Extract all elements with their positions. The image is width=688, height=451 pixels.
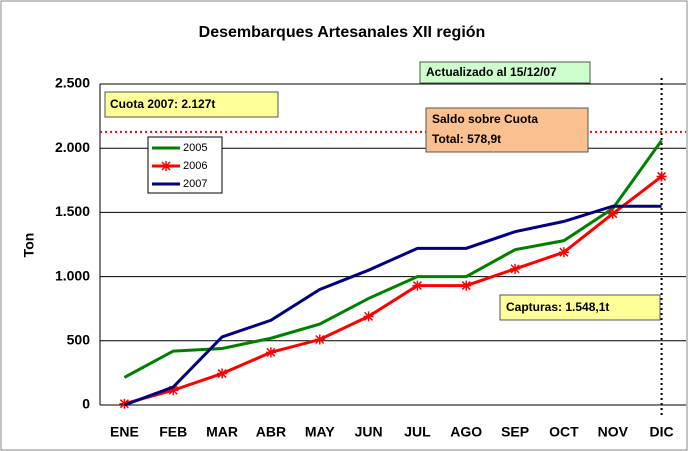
x-tick-label: JUN [355, 424, 383, 440]
y-tick-label: 2.500 [55, 75, 90, 91]
x-tick-label: ABR [256, 424, 286, 440]
point-marker [412, 280, 423, 291]
point-marker [265, 347, 276, 358]
y-tick-label: 2.000 [55, 139, 90, 155]
y-tick-label: 1.500 [55, 203, 90, 219]
point-marker [168, 385, 179, 396]
x-tick-label: ENE [110, 424, 139, 440]
x-tick-label: MAR [206, 424, 238, 440]
point-marker [314, 334, 325, 345]
annotation: Cuota 2007: 2.127t [110, 97, 215, 111]
annotation: Capturas: 1.548,1t [506, 300, 609, 314]
x-tick-label: DIC [650, 424, 674, 440]
point-marker [656, 171, 667, 182]
x-tick-label: MAY [305, 424, 335, 440]
x-tick-label: FEB [159, 424, 187, 440]
annotation: Actualizado al 15/12/07 [426, 65, 557, 79]
legend-label: 2007 [183, 178, 207, 190]
y-tick-label: 500 [67, 332, 91, 348]
annotation-box [499, 294, 661, 321]
legend-marker [161, 161, 171, 171]
point-marker [510, 263, 521, 274]
y-axis-label: Ton [21, 233, 37, 258]
annotations: Actualizado al 15/12/07 Cuota 2007: 2.12… [104, 61, 661, 321]
annotation-box [419, 61, 591, 84]
x-tick-label: NOV [598, 424, 629, 440]
point-marker [607, 208, 618, 219]
y-tick-label: 0 [82, 396, 90, 412]
annotation-box [104, 91, 279, 118]
point-marker [558, 247, 569, 258]
x-tick-label: OCT [549, 424, 579, 440]
y-tick-label: 1.000 [55, 267, 90, 283]
legend: 2005 2006 2007 [147, 136, 223, 194]
point-marker [217, 368, 228, 379]
chart-title: Desembarques Artesanales XII región [199, 24, 486, 41]
series-line [123, 139, 663, 379]
annotation-box [425, 107, 589, 153]
legend-label: 2006 [183, 160, 207, 172]
x-tick-label: AGO [450, 424, 482, 440]
series-line [124, 175, 663, 406]
series-line [123, 204, 662, 407]
annotation: Saldo sobre Cuota [432, 112, 538, 126]
point-marker [363, 311, 374, 322]
x-tick-label: JUL [404, 424, 431, 440]
annotation: Total: 578,9t [432, 132, 501, 146]
point-marker [461, 280, 472, 291]
legend-label: 2005 [183, 142, 207, 154]
x-tick-label: SEP [501, 424, 529, 440]
